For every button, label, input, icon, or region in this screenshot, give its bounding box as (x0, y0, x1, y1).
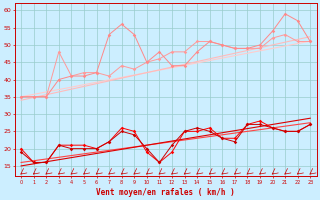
X-axis label: Vent moyen/en rafales ( km/h ): Vent moyen/en rafales ( km/h ) (96, 188, 235, 197)
